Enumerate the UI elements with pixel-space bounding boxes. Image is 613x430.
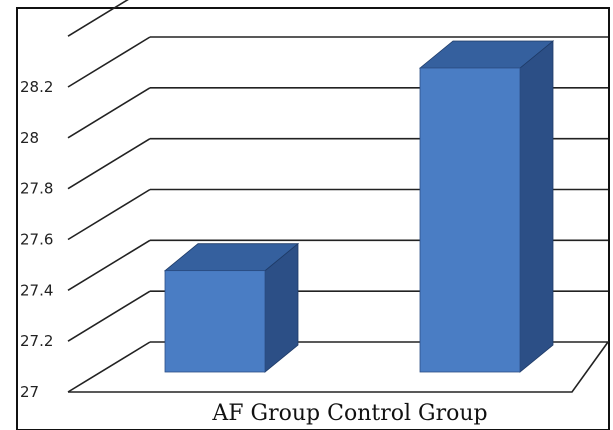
bar-side-face — [519, 40, 554, 373]
floor-outline — [68, 341, 610, 393]
wall-grid-line — [67, 290, 151, 342]
chart-frame — [16, 7, 610, 430]
bar — [418, 40, 555, 373]
y-tick-label: 28.2 — [20, 78, 53, 96]
bars — [163, 40, 555, 373]
wall-grid-line — [67, 87, 151, 139]
bar — [163, 242, 300, 373]
wall-grid-line — [67, 36, 151, 88]
bar-front-face — [164, 270, 266, 373]
y-tick-label: 27.6 — [20, 231, 53, 249]
category-axis-label: AF Group Control Group — [211, 401, 487, 426]
wall-grid-line — [67, 137, 151, 190]
bar-front-face — [419, 67, 521, 373]
y-axis-ticks: 27 27.2 27.4 27.6 27.8 28 28.2 — [20, 78, 53, 401]
wall-grid-line — [67, 239, 151, 292]
y-tick-label: 28 — [20, 129, 39, 147]
plot-border — [16, 7, 610, 430]
y-tick-label: 27 — [20, 383, 39, 401]
y-tick-label: 27.4 — [20, 281, 53, 299]
y-tick-label: 27.2 — [20, 332, 53, 350]
wall-grid-line — [67, 341, 151, 393]
y-tick-label: 27.8 — [20, 180, 53, 198]
wall-grid-line — [67, 188, 151, 241]
wall-grid-line — [67, 0, 129, 37]
